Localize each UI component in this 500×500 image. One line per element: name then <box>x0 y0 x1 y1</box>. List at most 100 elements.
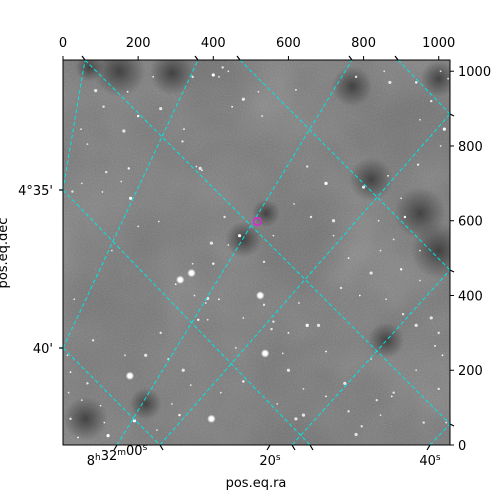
star <box>80 399 83 402</box>
dark-region <box>149 60 194 96</box>
star <box>137 225 140 228</box>
star <box>206 318 209 321</box>
star <box>270 327 273 331</box>
star <box>325 350 327 353</box>
x-pixel-tick-label: 600 <box>276 36 301 51</box>
star <box>212 262 215 265</box>
star <box>439 145 442 147</box>
grid-line <box>116 60 353 445</box>
star <box>385 298 388 301</box>
star <box>157 220 160 223</box>
ra-tick-top <box>81 55 86 61</box>
star <box>221 66 224 69</box>
star <box>360 425 363 428</box>
star <box>309 215 313 219</box>
star <box>286 368 291 372</box>
star <box>295 89 297 91</box>
star <box>66 354 69 357</box>
dark-region <box>349 157 394 202</box>
star <box>306 165 309 168</box>
star <box>73 298 76 301</box>
star <box>106 434 110 438</box>
ra-tick-top <box>194 55 199 61</box>
star <box>281 352 284 355</box>
ra-tick-bottom <box>309 444 314 451</box>
star <box>242 380 245 383</box>
star <box>447 77 450 80</box>
dark-regions <box>63 60 450 441</box>
y-axis-title: pos.eq.dec <box>0 218 11 289</box>
star <box>227 244 230 246</box>
bright-star-core <box>258 293 263 298</box>
star <box>375 398 378 402</box>
star <box>99 404 102 407</box>
star <box>287 331 290 334</box>
star <box>129 196 133 200</box>
star <box>441 354 444 357</box>
star <box>231 105 233 108</box>
star <box>272 320 275 323</box>
star <box>399 268 403 271</box>
star <box>218 298 220 301</box>
star <box>198 166 202 170</box>
star <box>227 70 230 73</box>
y-pixel-tick-label: 1000 <box>458 65 491 80</box>
star <box>159 331 162 335</box>
star <box>209 241 214 245</box>
star <box>316 323 321 327</box>
x-pixel-tick-label: 800 <box>351 36 376 51</box>
star <box>136 114 140 118</box>
star <box>419 118 421 121</box>
star <box>434 345 436 347</box>
star <box>325 395 327 398</box>
dark-region <box>225 221 262 258</box>
dark-region <box>393 187 446 240</box>
star <box>379 249 382 252</box>
x-axis-title: pos.eq.ra <box>226 476 287 491</box>
star <box>272 234 275 237</box>
dec-tick-right <box>449 423 455 427</box>
star <box>442 127 446 131</box>
marker-layer <box>252 216 262 227</box>
star <box>91 339 95 342</box>
ra-tick-bottom <box>291 444 296 451</box>
star <box>204 302 207 304</box>
star <box>332 234 335 237</box>
grid-line <box>397 60 450 115</box>
star <box>276 402 279 405</box>
star <box>69 417 72 421</box>
y-pixel-tick-label: 0 <box>458 439 466 454</box>
y-pixel-tick-label: 800 <box>458 140 483 155</box>
star <box>80 182 83 185</box>
grid-line <box>159 113 450 445</box>
star <box>361 185 366 189</box>
star <box>302 388 305 390</box>
sky-noise <box>63 60 450 445</box>
bright-star-core <box>209 416 214 422</box>
star <box>126 90 129 93</box>
star <box>71 190 74 193</box>
star <box>219 391 222 394</box>
x-pixel-tick-label: 0 <box>59 36 67 51</box>
star <box>354 75 358 79</box>
star <box>430 99 433 103</box>
star <box>387 174 389 177</box>
star <box>358 294 361 297</box>
grid-line <box>239 60 450 271</box>
y-pixel-tick-label: 600 <box>458 215 483 230</box>
star <box>262 260 266 264</box>
star <box>429 316 433 320</box>
star <box>437 387 440 391</box>
star <box>127 167 130 170</box>
star <box>181 368 185 372</box>
dark-region <box>63 396 108 441</box>
star <box>401 312 405 316</box>
star <box>339 286 343 290</box>
star <box>262 303 266 307</box>
star <box>403 215 407 219</box>
star <box>144 353 148 357</box>
ra-tick <box>113 444 118 451</box>
star <box>392 238 395 241</box>
ra-tick <box>426 444 431 451</box>
star <box>103 421 106 424</box>
